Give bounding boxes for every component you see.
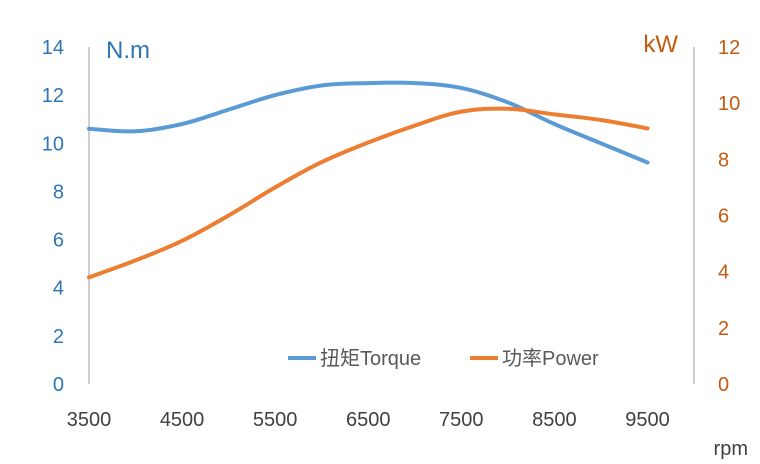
series-lines bbox=[87, 80, 650, 280]
right-y-tick-label: 10 bbox=[718, 93, 740, 115]
right-y-tick-label: 2 bbox=[718, 318, 729, 340]
torque-line bbox=[87, 80, 650, 165]
right-y-tick-label: 8 bbox=[718, 149, 729, 171]
x-tick-label: 7500 bbox=[439, 409, 484, 431]
left-y-tick-labels: 0 2 4 6 8 10 12 14 bbox=[42, 37, 64, 396]
left-y-tick-label: 2 bbox=[53, 326, 64, 348]
left-y-unit-label: N.m bbox=[106, 37, 150, 64]
left-y-tick-label: 6 bbox=[53, 230, 64, 252]
legend-label-power: 功率Power bbox=[502, 347, 599, 370]
left-y-tick-label: 12 bbox=[42, 85, 64, 107]
legend: 扭矩Torque 功率Power bbox=[288, 347, 599, 370]
x-tick-label: 5500 bbox=[253, 409, 298, 431]
x-tick-label: 4500 bbox=[160, 409, 205, 431]
right-y-unit-label: kW bbox=[643, 31, 678, 58]
left-y-tick-label: 14 bbox=[42, 37, 64, 59]
x-unit-label: rpm bbox=[714, 438, 748, 460]
power-line bbox=[87, 106, 650, 280]
left-y-tick-label: 4 bbox=[53, 278, 64, 300]
legend-label-torque: 扭矩Torque bbox=[320, 347, 421, 370]
right-y-tick-label: 4 bbox=[718, 262, 729, 284]
right-y-tick-label: 6 bbox=[718, 206, 729, 228]
right-y-tick-labels: 0 2 4 6 8 10 12 bbox=[718, 37, 740, 396]
x-tick-label: 6500 bbox=[346, 409, 391, 431]
left-y-tick-label: 8 bbox=[53, 181, 64, 203]
axes bbox=[88, 47, 695, 384]
left-y-tick-label: 10 bbox=[42, 133, 64, 155]
right-y-tick-label: 0 bbox=[718, 374, 729, 396]
x-tick-label: 9500 bbox=[625, 409, 670, 431]
right-y-tick-label: 12 bbox=[718, 37, 740, 59]
left-y-tick-label: 0 bbox=[53, 374, 64, 396]
x-tick-labels: 3500 4500 5500 6500 7500 8500 9500 bbox=[67, 409, 670, 431]
x-tick-label: 8500 bbox=[532, 409, 577, 431]
x-tick-label: 3500 bbox=[67, 409, 112, 431]
